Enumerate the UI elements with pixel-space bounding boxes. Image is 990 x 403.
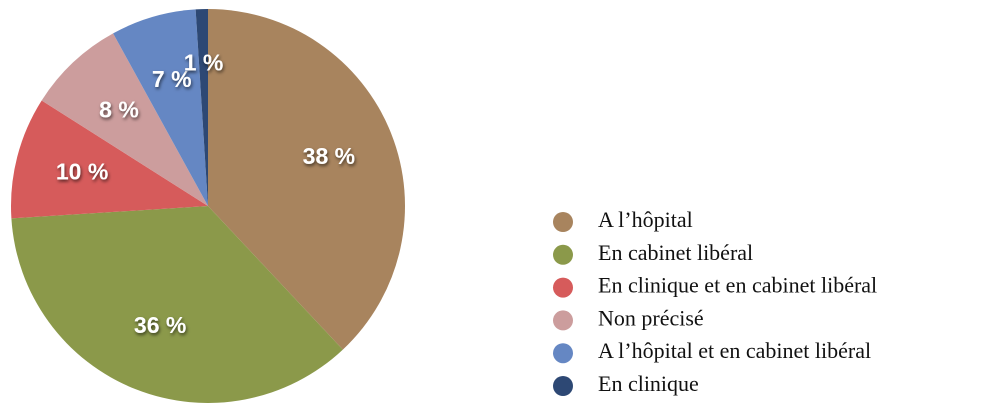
legend-label: Non précisé bbox=[598, 305, 704, 330]
legend-label: A l’hôpital bbox=[598, 207, 693, 232]
legend-swatch bbox=[553, 343, 573, 364]
value-label: 10 % bbox=[56, 159, 108, 185]
legend-swatch bbox=[553, 310, 573, 331]
legend-label: En clinique bbox=[598, 371, 699, 396]
value-label: 7 % bbox=[152, 66, 192, 92]
pie-slice bbox=[11, 206, 343, 403]
pie-slice bbox=[11, 100, 209, 219]
value-label: 1 % bbox=[184, 49, 224, 75]
pie-slice bbox=[195, 9, 208, 206]
pie-slice bbox=[113, 9, 208, 207]
legend-label: A l’hôpital et en cabinet libéral bbox=[598, 338, 871, 363]
legend-swatch bbox=[553, 376, 573, 396]
pie-slice bbox=[208, 9, 405, 350]
value-label: 38 % bbox=[303, 143, 355, 169]
pie-slice bbox=[41, 33, 208, 206]
legend-swatch bbox=[553, 277, 573, 298]
value-label: 36 % bbox=[134, 312, 186, 338]
value-label: 8 % bbox=[99, 96, 139, 122]
legend-label: En cabinet libéral bbox=[598, 240, 753, 265]
legend-swatch bbox=[553, 244, 573, 265]
legend-label: En clinique et en cabinet libéral bbox=[598, 273, 877, 298]
legend-swatch bbox=[553, 212, 573, 232]
